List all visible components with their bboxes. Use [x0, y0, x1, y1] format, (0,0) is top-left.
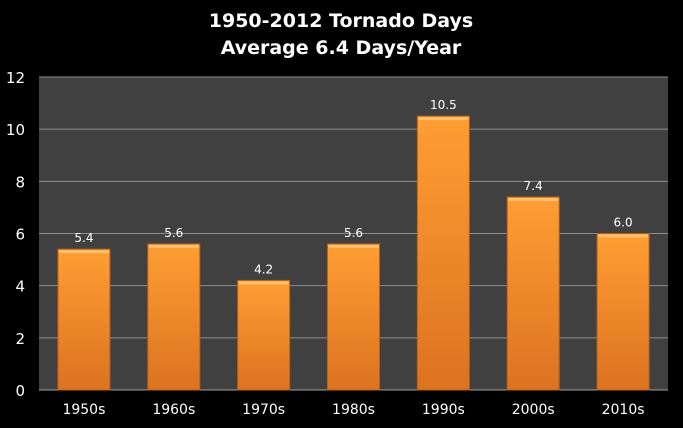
- bar-1950s: [57, 248, 111, 391]
- data-label: 6.0: [614, 216, 633, 230]
- y-tick-label: 0: [15, 382, 25, 400]
- x-tick-label: 2000s: [512, 402, 555, 418]
- y-tick-label: 2: [15, 330, 25, 348]
- bar-highlight: [328, 244, 379, 248]
- x-tick-label: 1980s: [332, 402, 375, 418]
- bar-1990s: [416, 115, 470, 391]
- y-tick-label: 8: [15, 173, 25, 191]
- bar-highlight: [148, 244, 199, 248]
- bar-1970s: [237, 279, 291, 391]
- data-label: 10.5: [430, 98, 457, 112]
- bar-highlight: [508, 197, 559, 201]
- data-label: 5.4: [74, 231, 93, 245]
- y-tick-label: 4: [15, 278, 25, 296]
- x-tick-label: 1960s: [152, 402, 195, 418]
- x-tick-label: 1950s: [62, 402, 105, 418]
- x-tick-label: 2010s: [602, 402, 645, 418]
- data-label: 5.6: [344, 226, 363, 240]
- chart-subtitle: Average 6.4 Days/Year: [221, 37, 462, 59]
- bar-2010s: [596, 233, 650, 391]
- bar-highlight: [598, 234, 649, 238]
- x-tick-label: 1990s: [422, 402, 465, 418]
- bar-2000s: [506, 196, 560, 391]
- x-tick-label: 1970s: [242, 402, 285, 418]
- bar-1980s: [327, 243, 380, 391]
- y-tick-label: 10: [6, 121, 25, 139]
- bar-1960s: [147, 243, 201, 391]
- data-label: 5.6: [164, 226, 183, 240]
- chart-title: 1950-2012 Tornado Days: [209, 10, 473, 32]
- bar-highlight: [418, 117, 469, 121]
- data-label: 7.4: [524, 179, 543, 193]
- y-tick-label: 6: [15, 226, 25, 244]
- bar-highlight: [238, 281, 289, 285]
- bar-highlight: [58, 250, 109, 254]
- data-label: 4.2: [254, 262, 273, 276]
- y-tick-label: 12: [6, 69, 25, 87]
